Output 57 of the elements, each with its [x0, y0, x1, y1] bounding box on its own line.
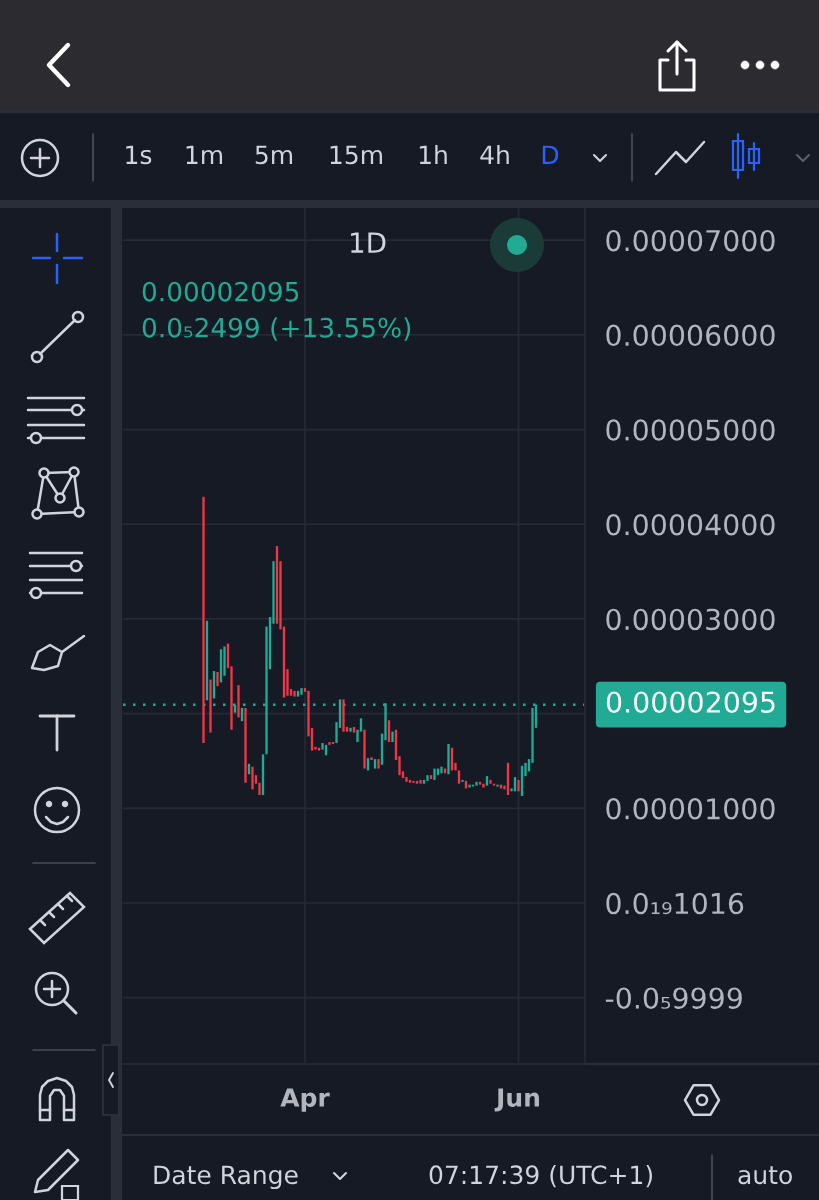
candlestick [202, 496, 205, 743]
y-tick-label: 0.00005000 [606, 419, 775, 441]
candlestick [419, 779, 422, 784]
candlestick [485, 776, 489, 786]
x-tick-label: Jun [494, 1088, 539, 1112]
candlestick [475, 781, 478, 786]
y-tick-label: 0.00003000 [606, 608, 775, 631]
text: 5m [255, 145, 293, 165]
candlestick [363, 729, 366, 769]
candlestick [209, 679, 212, 733]
text: 1h [419, 144, 447, 164]
candlestick [489, 779, 492, 784]
candlestick [496, 784, 499, 787]
candlestick [342, 699, 345, 732]
text: D [542, 145, 559, 164]
candlestick [300, 688, 303, 695]
candlestick [461, 779, 464, 782]
candlestick [349, 727, 352, 732]
annotation: 0.0₅2499 (+13.55%) [142, 317, 411, 341]
candlestick [352, 726, 356, 733]
candlestick [370, 757, 373, 761]
candlestick [293, 690, 296, 697]
text: Date Range [154, 1165, 298, 1190]
candlestick [296, 690, 300, 697]
text: auto [738, 1166, 792, 1185]
y-tick-label: 0.0₁₉1016 [606, 892, 744, 915]
candlestick [447, 743, 450, 775]
candlestick [440, 766, 443, 774]
y-tick-label: 0.00001000 [606, 798, 775, 820]
text: 07:17:39 (UTC+1) [429, 1164, 652, 1188]
y-tick-label: 0.00006000 [606, 324, 775, 347]
text: 1s [126, 145, 152, 165]
text: 15m [330, 145, 382, 165]
candlestick [517, 779, 520, 792]
candlestick [251, 766, 254, 790]
text: 1D [351, 232, 386, 253]
text: 4h [480, 144, 509, 164]
y-tick-label: 0.00004000 [606, 513, 775, 536]
candlestick [471, 784, 475, 787]
annotation: 0.00002095 [142, 281, 299, 302]
text: 1m [186, 145, 223, 164]
candlestick [244, 707, 247, 783]
candlestick [216, 671, 219, 687]
ref-line-label: 0.00002095 [606, 691, 775, 713]
candlestick [377, 759, 380, 769]
candlestick [457, 770, 461, 784]
x-tick-label: Apr [280, 1088, 330, 1112]
y-tick-label: 0.00007000 [606, 229, 775, 252]
candlestick [373, 759, 377, 769]
y-tick-label: -0.0₅9999 [605, 987, 742, 1009]
candlestick [482, 783, 485, 788]
candlestick [426, 775, 429, 781]
candlestick [391, 731, 394, 743]
candlestick [433, 768, 436, 780]
candlestick [468, 784, 471, 788]
candlestick [492, 783, 496, 786]
candlestick [237, 685, 240, 718]
